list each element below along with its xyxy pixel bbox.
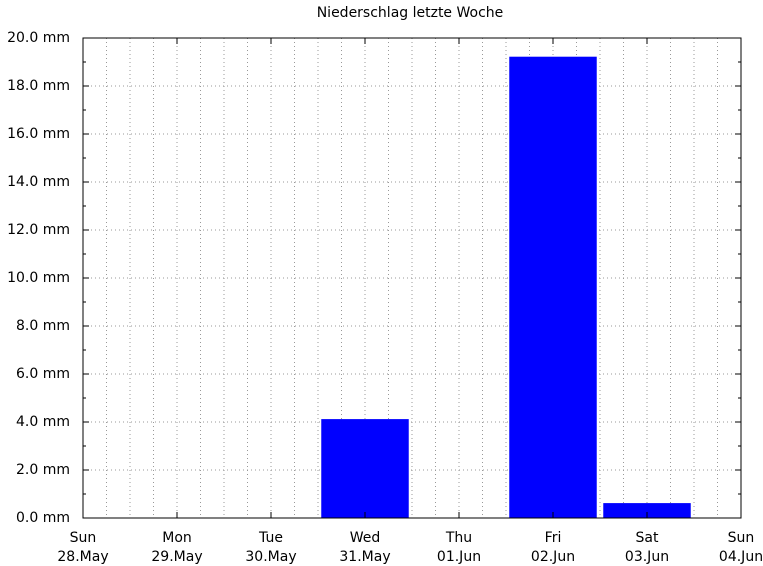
x-tick-label: 02.Jun [531,549,575,565]
x-tick-label: Mon [162,530,192,546]
bar [603,503,691,518]
x-tick-label: Tue [258,530,283,546]
chart-title: Niederschlag letzte Woche [317,5,504,21]
y-tick-label: 6.0 mm [16,366,70,382]
x-tick-label: 30.May [245,549,296,565]
bar [321,419,409,518]
x-tick-label: Wed [350,530,381,546]
bar [509,56,597,518]
x-tick-label: 01.Jun [437,549,481,565]
y-tick-label: 2.0 mm [16,462,70,478]
x-tick-label: Sun [728,530,755,546]
y-tick-label: 10.0 mm [7,270,70,286]
x-tick-label: 04.Jun [719,549,763,565]
bars [321,56,691,518]
y-tick-label: 18.0 mm [7,78,70,94]
y-tick-label: 12.0 mm [7,222,70,238]
x-tick-label: 29.May [151,549,202,565]
y-tick-label: 20.0 mm [7,30,70,46]
x-tick-label: Sun [70,530,97,546]
x-tick-label: Sat [636,530,659,546]
y-tick-label: 4.0 mm [16,414,70,430]
plot-frame [82,37,742,519]
x-tick-label: 31.May [339,549,390,565]
x-tick-label: Thu [445,530,472,546]
x-tick-label: 03.Jun [625,549,669,565]
y-tick-label: 16.0 mm [7,126,70,142]
y-tick-label: 8.0 mm [16,318,70,334]
y-tick-label: 0.0 mm [16,510,70,526]
y-tick-label: 14.0 mm [7,174,70,190]
x-tick-label: 28.May [57,549,108,565]
x-tick-label: Fri [545,530,562,546]
